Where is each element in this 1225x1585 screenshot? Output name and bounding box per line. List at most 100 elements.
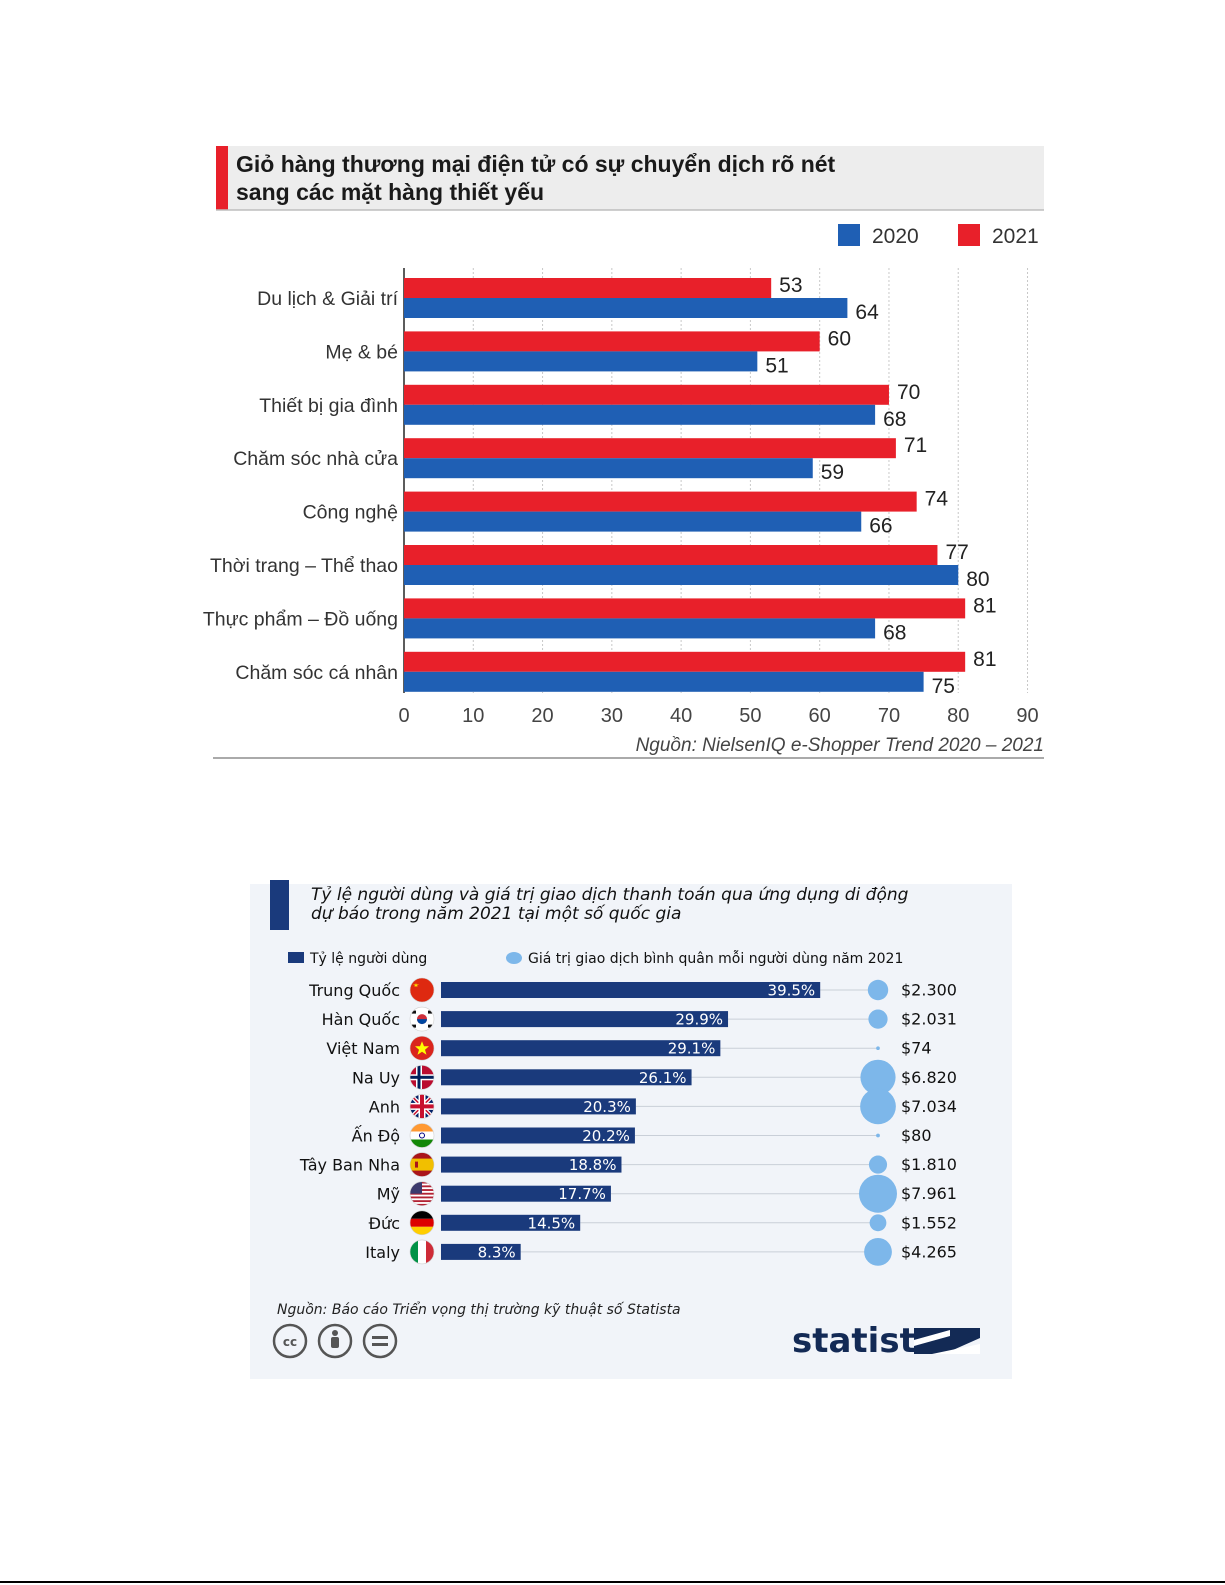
chart2-value-bubble <box>867 979 889 1001</box>
attribution-icon <box>317 1323 353 1359</box>
chart2-legend-swatch-value <box>506 952 522 964</box>
chart2-value-label: $2.031 <box>901 1010 957 1029</box>
chart2-rows: Trung Quốc 39.5% $2.300 Hàn Quốc 29.9% $2.031… <box>299 977 957 1266</box>
norway-flag-icon <box>409 1065 435 1090</box>
no-derivatives-icon <box>362 1323 398 1359</box>
chart1-bar-2020 <box>404 671 924 692</box>
chart2-value-bubble <box>876 1046 880 1051</box>
chart1-bar-2020 <box>404 351 758 372</box>
chart2-row: Mỹ 17.7% $7.961 <box>377 1174 957 1213</box>
chart2-value-bubble <box>876 1133 880 1138</box>
chart1-category-label: Thực phẩm – Đồ uống <box>203 608 398 630</box>
chart2-value-bubble <box>869 1214 887 1232</box>
chart2-bar-label: 29.9% <box>675 1011 723 1029</box>
chart1-source: Nguồn: NielsenIQ e-Shopper Trend 2020 – … <box>636 735 1044 756</box>
chart2-country-label: Mỹ <box>377 1185 400 1204</box>
chart2-value-bubble <box>859 1174 897 1213</box>
chart2-bar-users <box>441 1098 636 1115</box>
chart2-value-label: $4.265 <box>901 1242 957 1261</box>
chart2-value-bubble <box>860 1059 896 1095</box>
chart2-legend-label-users: Tỷ lệ người dùng <box>309 951 427 967</box>
chart1-data-label: 60 <box>828 327 851 350</box>
chart1-title-line-1: Giỏ hàng thương mại điện tử có sự chuyển… <box>236 151 836 177</box>
chart1-x-tick-label: 40 <box>670 705 692 727</box>
chart1-x-tick-label: 80 <box>947 705 969 727</box>
south-korea-flag-icon <box>409 1006 435 1032</box>
chart1-bar-2021 <box>404 651 966 672</box>
chart1-x-tick-label: 50 <box>739 705 761 727</box>
chart2-row: Tây Ban Nha 18.8% $1.810 <box>299 1152 957 1177</box>
chart2-row: Trung Quốc 39.5% $2.300 <box>308 977 957 1003</box>
chart2-country-label: Italy <box>365 1243 400 1262</box>
chart2-title-accent <box>270 880 289 930</box>
chart2-bar-users <box>441 1069 692 1086</box>
chart1-bar-2021 <box>404 598 966 619</box>
china-flag-icon <box>409 977 435 1003</box>
chart1-legend-item-2020: 2020 <box>838 224 919 248</box>
chart1-x-tick-label: 70 <box>878 705 900 727</box>
chart2-legend-item-value: Giá trị giao dịch bình quân mỗi người dù… <box>506 950 903 967</box>
chart1-data-label: 70 <box>897 381 920 404</box>
chart1-data-label: 51 <box>765 354 788 377</box>
chart1-category-label: Thiết bị gia đình <box>259 395 398 417</box>
chart2-value-label: $7.961 <box>901 1184 957 1203</box>
chart2-country-label: Ấn Độ <box>352 1125 400 1146</box>
chart1-data-label: 74 <box>925 488 949 511</box>
chart1-bar-2021 <box>404 545 938 565</box>
chart1-x-tick-label: 90 <box>1016 705 1038 727</box>
chart2-legend-label-value: Giá trị giao dịch bình quân mỗi người dù… <box>528 950 903 967</box>
chart1-bar-2020 <box>404 618 876 639</box>
chart1-bar-2021 <box>404 331 820 352</box>
chart1-legend-label-2020: 2020 <box>872 225 919 248</box>
chart1-data-label: 81 <box>973 594 996 617</box>
chart1-x-tick-labels: 0 10 20 30 40 50 60 70 80 90 <box>398 705 1038 727</box>
chart2-bar-label: 20.2% <box>582 1127 630 1145</box>
chart-ecommerce-basket: Giỏ hàng thương mại điện tử có sự chuyển… <box>203 146 1044 759</box>
chart2-country-label: Tây Ban Nha <box>299 1156 400 1175</box>
chart1-x-tick-label: 60 <box>809 705 831 727</box>
chart2-legend-swatch-users <box>288 952 304 963</box>
chart1-x-tick-label: 0 <box>398 705 409 727</box>
chart2-bar-users <box>441 1214 581 1231</box>
chart2-bar-label: 29.1% <box>668 1040 716 1058</box>
uk-flag-icon <box>409 1094 435 1119</box>
chart1-category-label: Mẹ & bé <box>325 341 398 363</box>
chart1-data-label: 68 <box>883 621 906 644</box>
chart1-bar-2020 <box>404 458 813 479</box>
chart1-bar-2020 <box>404 565 959 585</box>
chart2-row: Đức 14.5% $1.552 <box>369 1210 957 1236</box>
chart1-legend-item-2021: 2021 <box>958 224 1039 248</box>
chart1-bar-2021 <box>404 491 917 512</box>
chart2-value-label: $1.810 <box>901 1155 957 1174</box>
chart1-data-label: 77 <box>945 541 968 564</box>
chart2-value-label: $74 <box>901 1039 932 1058</box>
chart1-category-label: Thời trang – Thể thao <box>210 555 398 577</box>
chart1-title-line-2: sang các mặt hàng thiết yếu <box>236 179 544 205</box>
chart1-data-label: 75 <box>932 675 955 698</box>
chart1-x-tick-label: 20 <box>531 705 553 727</box>
chart2-row: Italy 8.3% $4.265 <box>365 1237 957 1266</box>
chart2-value-label: $80 <box>901 1126 932 1145</box>
chart2-title-line-1: Tỷ lệ người dùng và giá trị giao dịch th… <box>311 885 909 905</box>
chart2-country-label: Đức <box>369 1214 400 1233</box>
chart2-bar-users <box>441 1156 622 1173</box>
italy-flag-icon <box>409 1239 435 1265</box>
chart1-data-label: 64 <box>855 301 879 324</box>
chart1-category-label: Chăm sóc cá nhân <box>235 662 398 684</box>
chart1-category-label: Du lịch & Giải trí <box>257 288 398 310</box>
chart2-country-label: Việt Nam <box>326 1039 400 1058</box>
chart2-row: Hàn Quốc 29.9% $2.031 <box>322 1006 957 1032</box>
svg-text:cc: cc <box>283 1335 297 1349</box>
chart2-value-label: $2.300 <box>901 981 957 1000</box>
chart2-value-bubble <box>860 1088 896 1125</box>
chart2-legend: Tỷ lệ người dùng Giá trị giao dịch bình q… <box>288 950 903 967</box>
chart2-row: Ấn Độ 20.2% $80 <box>352 1123 932 1148</box>
chart2-bar-label: 39.5% <box>768 982 816 1000</box>
chart1-data-label: 71 <box>904 434 927 457</box>
chart2-legend-item-users: Tỷ lệ người dùng <box>288 951 427 967</box>
chart1-data-label: 53 <box>779 274 802 297</box>
chart2-bar-users <box>441 982 821 998</box>
chart2-bar-label: 20.3% <box>583 1098 631 1116</box>
